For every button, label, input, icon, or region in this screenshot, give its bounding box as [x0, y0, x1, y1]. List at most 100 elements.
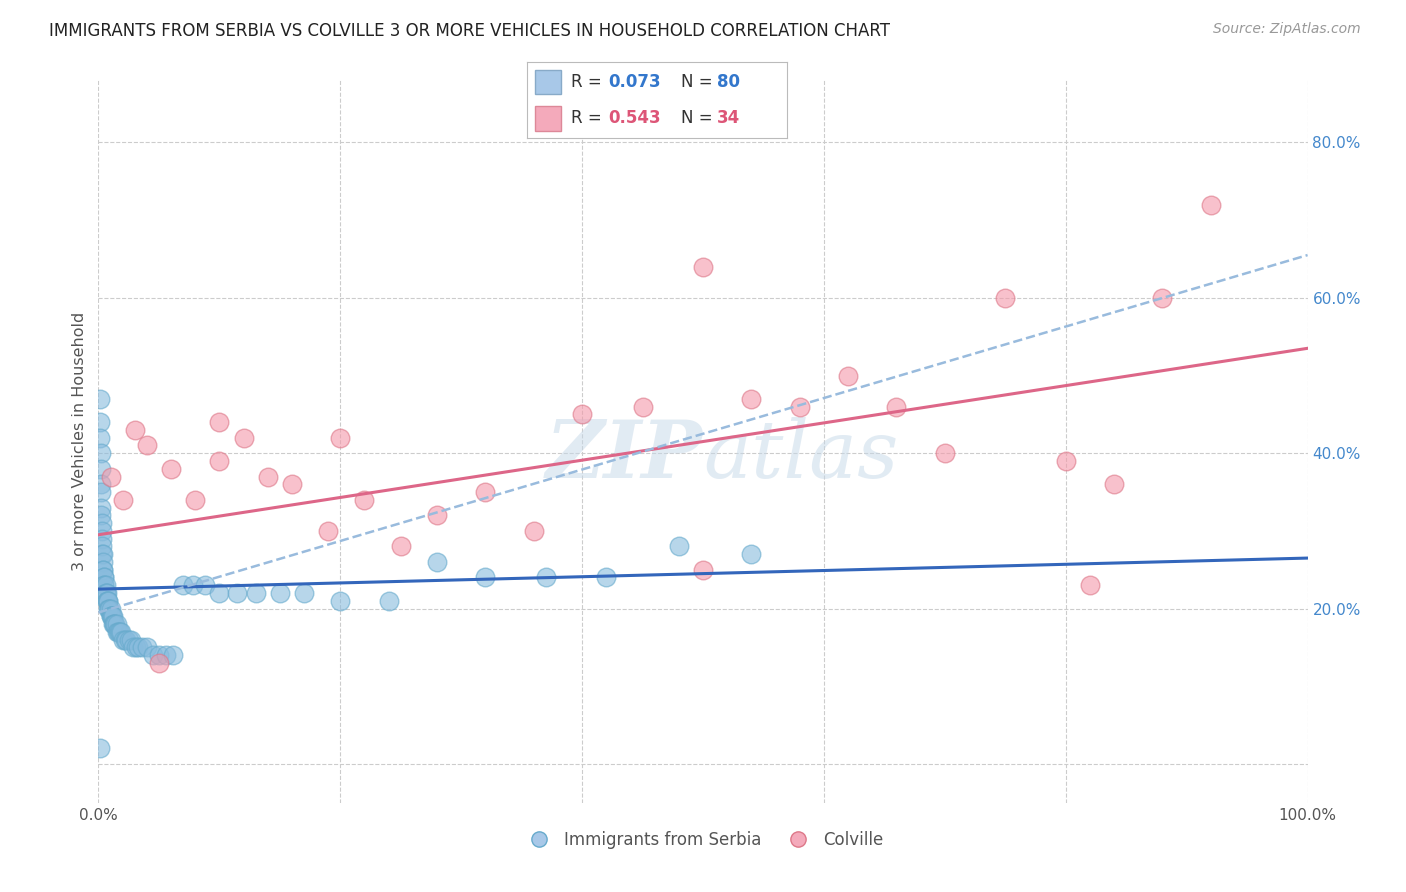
FancyBboxPatch shape: [536, 106, 561, 130]
Point: [292, 586, 315, 600]
Point: [108, 624, 131, 639]
Point: [281, 477, 304, 491]
Point: [91, 563, 114, 577]
Point: [1054, 454, 1077, 468]
Point: [353, 492, 375, 507]
Point: [127, 640, 149, 655]
Point: [131, 640, 153, 655]
Point: [208, 586, 231, 600]
Point: [256, 469, 278, 483]
Point: [595, 570, 617, 584]
Point: [100, 601, 122, 615]
Point: [668, 540, 690, 554]
Point: [98, 601, 121, 615]
Point: [160, 461, 183, 475]
Point: [90, 477, 112, 491]
Point: [692, 260, 714, 274]
Point: [91, 516, 114, 530]
Point: [426, 508, 449, 523]
Text: 80: 80: [717, 73, 740, 91]
Point: [994, 291, 1017, 305]
Point: [118, 632, 141, 647]
Point: [329, 431, 352, 445]
Point: [523, 524, 546, 538]
Text: R =: R =: [571, 109, 607, 128]
Y-axis label: 3 or more Vehicles in Household: 3 or more Vehicles in Household: [72, 312, 87, 571]
Point: [148, 656, 170, 670]
Point: [124, 423, 146, 437]
Point: [91, 524, 114, 538]
Point: [1078, 578, 1101, 592]
Point: [886, 400, 908, 414]
Point: [97, 594, 120, 608]
Point: [329, 594, 352, 608]
Text: 34: 34: [717, 109, 741, 128]
Point: [93, 570, 115, 584]
Point: [125, 640, 148, 655]
Point: [89, 415, 111, 429]
Point: [534, 570, 557, 584]
Point: [103, 617, 125, 632]
Point: [631, 400, 654, 414]
Point: [100, 609, 122, 624]
Point: [93, 578, 115, 592]
Text: N =: N =: [681, 109, 717, 128]
Point: [94, 586, 117, 600]
Point: [91, 547, 114, 561]
Point: [184, 492, 207, 507]
Point: [90, 446, 112, 460]
Point: [114, 632, 136, 647]
Point: [111, 632, 134, 647]
Point: [316, 524, 339, 538]
Point: [692, 563, 714, 577]
Text: N =: N =: [681, 73, 717, 91]
Point: [98, 601, 121, 615]
Point: [90, 485, 112, 500]
Point: [103, 617, 125, 632]
Point: [789, 400, 811, 414]
Point: [181, 578, 204, 592]
FancyBboxPatch shape: [536, 70, 561, 95]
Point: [377, 594, 399, 608]
Point: [115, 632, 138, 647]
Point: [122, 640, 145, 655]
Point: [162, 648, 184, 663]
Point: [1152, 291, 1174, 305]
Point: [245, 586, 267, 600]
Text: Source: ZipAtlas.com: Source: ZipAtlas.com: [1213, 22, 1361, 37]
Point: [426, 555, 449, 569]
Point: [97, 594, 120, 608]
Point: [105, 624, 128, 639]
Point: [96, 594, 118, 608]
Point: [94, 586, 117, 600]
Point: [474, 485, 496, 500]
Point: [94, 578, 117, 592]
Point: [100, 469, 122, 483]
Point: [90, 508, 112, 523]
Text: 0.073: 0.073: [607, 73, 661, 91]
Point: [110, 624, 132, 639]
Point: [90, 500, 112, 515]
Point: [1199, 197, 1222, 211]
Point: [934, 446, 956, 460]
Point: [93, 578, 115, 592]
Point: [89, 741, 111, 756]
Point: [208, 454, 231, 468]
Point: [89, 392, 111, 406]
Point: [101, 609, 124, 624]
Point: [91, 563, 114, 577]
Point: [89, 431, 111, 445]
Point: [135, 438, 157, 452]
Point: [104, 617, 127, 632]
Point: [269, 586, 291, 600]
Point: [101, 617, 124, 632]
Text: R =: R =: [571, 73, 607, 91]
Point: [135, 640, 157, 655]
Point: [571, 408, 593, 422]
Text: atlas: atlas: [703, 417, 898, 495]
Point: [91, 540, 114, 554]
Point: [142, 648, 165, 663]
Point: [90, 461, 112, 475]
Point: [155, 648, 177, 663]
Text: IMMIGRANTS FROM SERBIA VS COLVILLE 3 OR MORE VEHICLES IN HOUSEHOLD CORRELATION C: IMMIGRANTS FROM SERBIA VS COLVILLE 3 OR …: [49, 22, 890, 40]
